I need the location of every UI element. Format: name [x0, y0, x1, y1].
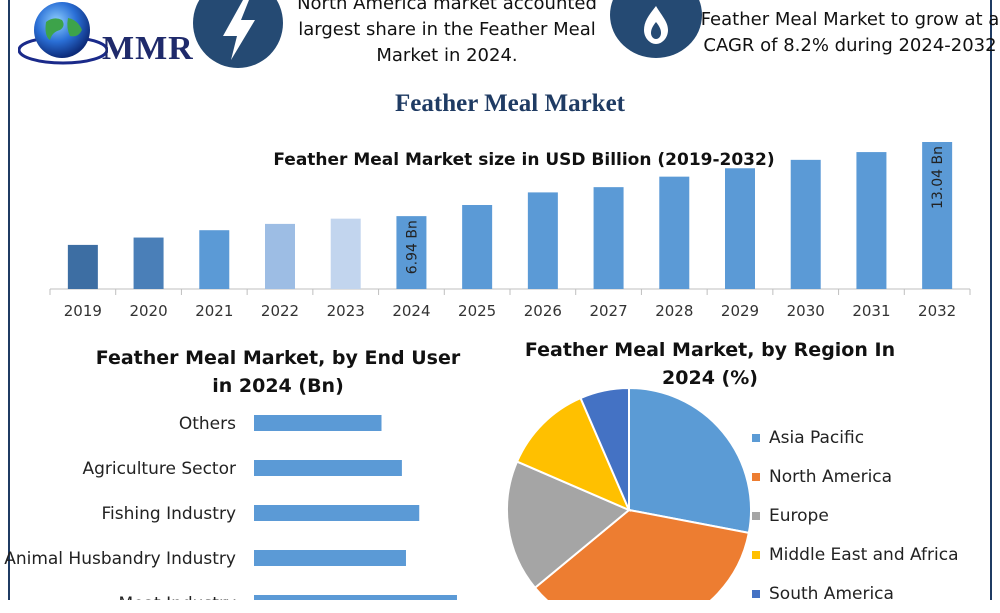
legend-item: South America: [752, 574, 959, 613]
bar-2028: [659, 176, 690, 289]
end-user-bar: [254, 505, 420, 521]
x-tick-label: 2021: [195, 302, 233, 320]
region-chart-title: Feather Meal Market, by Region In 2024 (…: [524, 339, 896, 389]
region-pie-chart: [506, 386, 752, 600]
legend-label: South America: [769, 583, 894, 604]
x-tick-label: 2020: [129, 302, 167, 320]
bar-2031: [856, 152, 887, 289]
left-border: [8, 0, 10, 600]
x-tick-label: 2023: [327, 302, 365, 320]
end-user-label: Meat Industry: [118, 594, 236, 600]
end-user-label: Others: [179, 414, 236, 434]
flame-icon: [644, 6, 668, 44]
x-tick-label: 2024: [392, 302, 430, 320]
end-user-bar: [254, 415, 382, 431]
end-user-bar-chart: Others Agriculture Sector Fishing Industry…: [4, 414, 457, 600]
mmr-logo: MMR: [18, 0, 193, 72]
legend-swatch: [752, 472, 760, 481]
end-user-bar: [254, 460, 402, 476]
legend-swatch: [752, 433, 760, 442]
x-tick-label: 2029: [721, 302, 759, 320]
legend-item: Europe: [752, 496, 959, 535]
bar-2020: [133, 237, 164, 289]
bar-2021: [199, 230, 230, 289]
legend-label: Europe: [769, 505, 829, 526]
end-user-label: Agriculture Sector: [82, 459, 236, 479]
bar-2023: [330, 218, 361, 289]
bar-2019: [67, 244, 98, 289]
legend-item: North America: [752, 457, 959, 496]
region-legend: Asia Pacific North America Europe Middle Ea…: [752, 418, 959, 613]
x-tick-label: 2030: [787, 302, 825, 320]
bar-2026: [527, 192, 558, 289]
end-user-bar: [254, 550, 406, 566]
pie-slice: [506, 460, 631, 590]
bar-2029: [725, 168, 755, 289]
legend-swatch: [752, 511, 760, 520]
pie-slice: [579, 386, 630, 511]
pie-slice: [515, 396, 631, 512]
fact-cagr: Feather Meal Market to grow at a CAGR of…: [700, 9, 1000, 56]
fact-north-america: North America market accounted largest s…: [297, 0, 597, 66]
lightning-bolt-icon: [223, 0, 255, 60]
x-tick-label: 2027: [589, 302, 627, 320]
legend-swatch: [752, 589, 760, 598]
bar-2030: [790, 159, 821, 289]
bar-2025: [462, 205, 493, 289]
x-tick-label: 2026: [524, 302, 562, 320]
page-title: Feather Meal Market: [395, 90, 625, 117]
bar-data-label: 6.94 Bn: [404, 220, 420, 274]
end-user-label: Fishing Industry: [101, 504, 236, 524]
end-user-label: Animal Husbandry Industry: [4, 549, 236, 569]
legend-swatch: [752, 550, 760, 559]
end-user-chart-title: Feather Meal Market, by End User in 2024…: [95, 347, 461, 397]
x-tick-label: 2022: [261, 302, 299, 320]
right-border: [990, 0, 992, 600]
x-tick-label: 2031: [852, 302, 890, 320]
bar-2024: [396, 216, 427, 289]
x-tick-label: 2028: [655, 302, 693, 320]
legend-label: Middle East and Africa: [769, 544, 959, 565]
market-size-bar-chart: 2019 2020 2021 2022 2023 2024 2025 2026 2027 2028…: [49, 142, 971, 320]
bar-2032: [922, 142, 953, 289]
pie-slice: [628, 386, 752, 535]
bar-2022: [265, 223, 295, 289]
legend-item: Asia Pacific: [752, 418, 959, 457]
x-tick-label: 2019: [64, 302, 102, 320]
globe-icon: [18, 2, 108, 65]
legend-label: North America: [769, 466, 893, 487]
logo-text: MMR: [102, 30, 194, 67]
end-user-bar: [254, 595, 457, 600]
legend-label: Asia Pacific: [769, 427, 865, 448]
legend-item: Middle East and Africa: [752, 535, 959, 574]
x-tick-label: 2032: [918, 302, 956, 320]
bolt-badge: [193, 0, 283, 68]
x-tick-label: 2025: [458, 302, 496, 320]
bar-data-label: 13.04 Bn: [930, 146, 946, 209]
bar-2027: [593, 187, 624, 289]
pie-slice: [533, 508, 751, 600]
flame-badge: [610, 0, 702, 58]
market-size-chart-title: Feather Meal Market size in USD Billion …: [273, 150, 775, 170]
